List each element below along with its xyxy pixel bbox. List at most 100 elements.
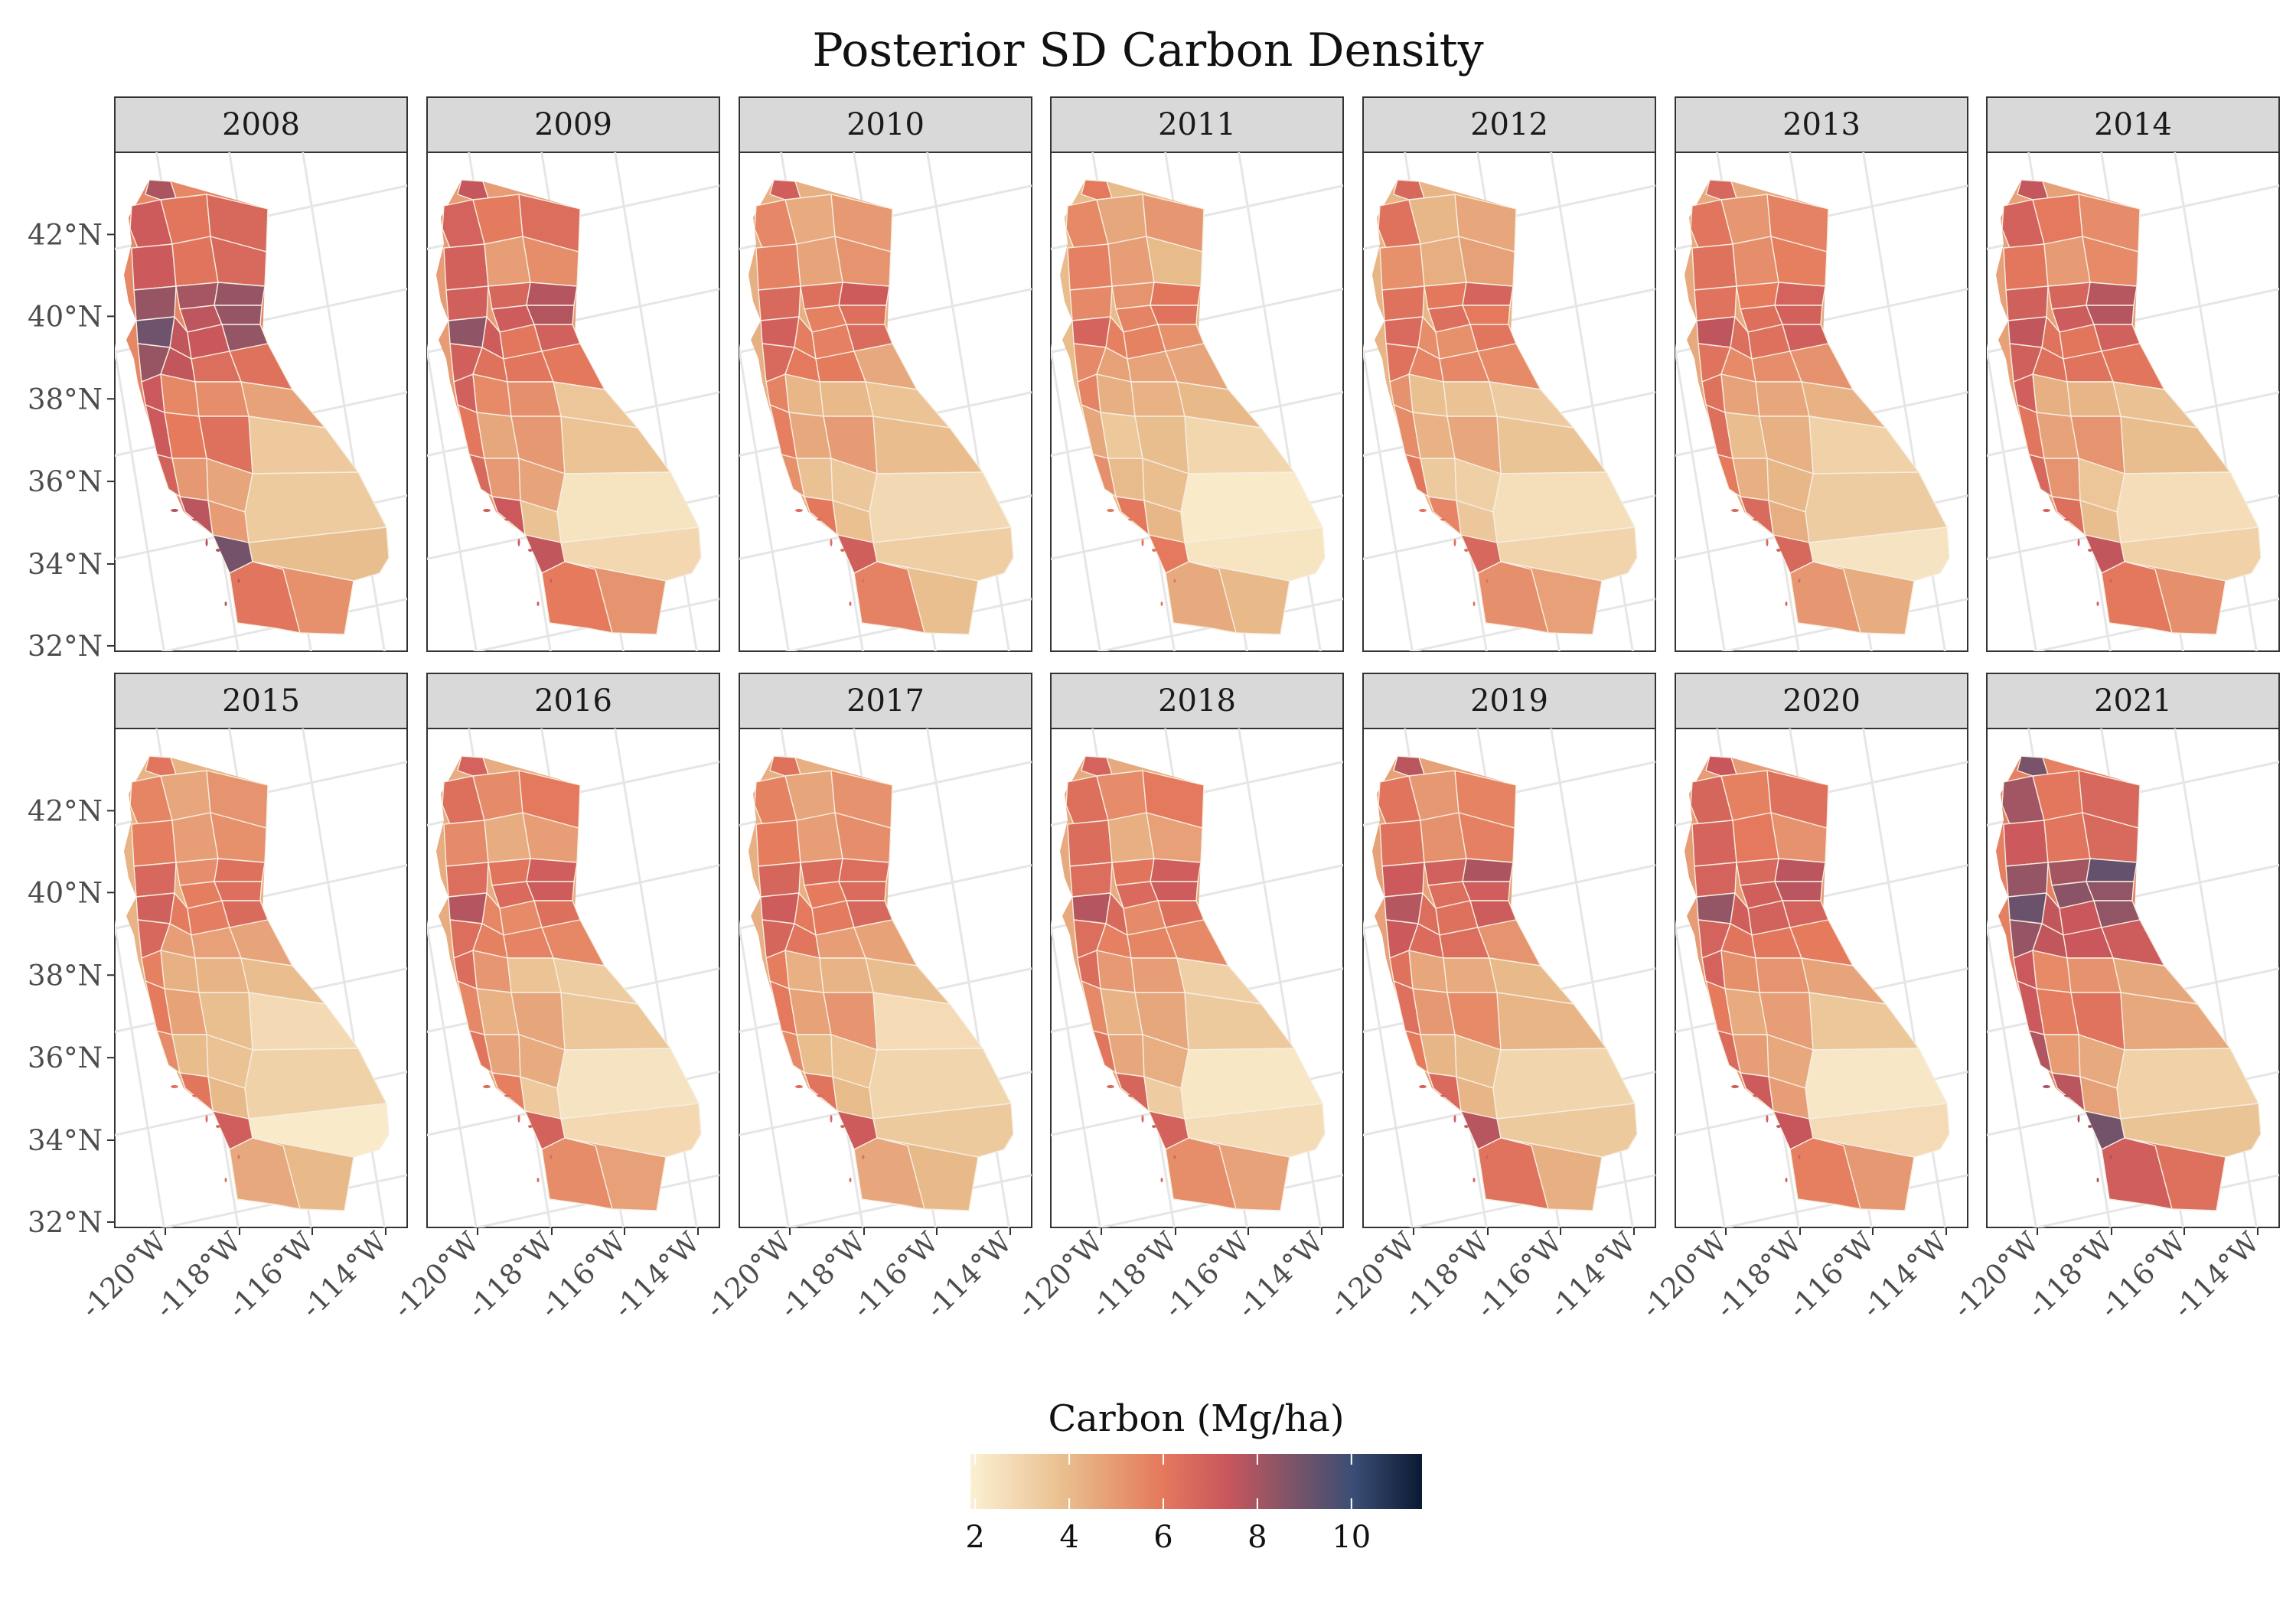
- channel-island: [1753, 1094, 1759, 1097]
- lat-tick-label: 36°N: [28, 465, 103, 498]
- county-region: [1694, 862, 1737, 898]
- panel-year-label: 2016: [534, 683, 612, 719]
- county-region: [1755, 381, 1810, 417]
- county-region: [2086, 282, 2138, 306]
- panel-year-label: 2011: [1158, 107, 1236, 142]
- panel-year-label: 2020: [1782, 683, 1861, 719]
- channel-island: [171, 509, 178, 512]
- panel-strip: [739, 96, 1032, 153]
- channel-island: [1798, 579, 1801, 583]
- county-region: [526, 858, 578, 882]
- channel-island: [1753, 518, 1759, 521]
- county-region: [1755, 957, 1810, 993]
- county-region: [214, 858, 266, 882]
- map-panel: 2015: [114, 673, 408, 1228]
- map-panel: 2019: [1362, 673, 1656, 1228]
- california-map: [1060, 179, 1326, 635]
- county-region: [194, 381, 249, 417]
- county-region: [1462, 305, 1511, 325]
- channel-island: [550, 1155, 553, 1159]
- channel-island: [517, 1115, 520, 1123]
- county-region: [1443, 957, 1498, 993]
- county-region: [1696, 316, 1736, 348]
- county-region: [755, 820, 801, 867]
- channel-island: [849, 601, 852, 606]
- county-region: [1150, 282, 1202, 306]
- panel-strip: [1986, 96, 2280, 153]
- channel-island: [849, 1178, 852, 1182]
- california-map: [124, 755, 390, 1211]
- county-region: [252, 561, 354, 635]
- colorbar-tick-label: 10: [1332, 1520, 1371, 1555]
- county-region: [1774, 881, 1823, 901]
- lat-tick-label: 32°N: [28, 1206, 103, 1239]
- lat-tick-label: 40°N: [28, 876, 103, 909]
- channel-island: [1173, 579, 1176, 583]
- county-region: [760, 892, 800, 924]
- county-region: [1462, 858, 1514, 882]
- channel-island: [1160, 1178, 1163, 1182]
- county-region: [448, 316, 488, 348]
- map-panel: 2017: [739, 673, 1032, 1228]
- county-region: [838, 881, 887, 901]
- lat-tick-label: 38°N: [28, 383, 103, 416]
- channel-island: [1464, 1125, 1469, 1128]
- panel-year-label: 2009: [534, 107, 612, 142]
- county-region: [758, 285, 801, 321]
- county-region: [1150, 858, 1202, 882]
- county-region: [1381, 285, 1425, 321]
- panel-year-label: 2013: [1782, 107, 1861, 142]
- county-region: [1774, 305, 1823, 325]
- county-region: [526, 881, 575, 901]
- channel-island: [528, 1125, 533, 1128]
- county-region: [2003, 820, 2049, 867]
- county-region: [1130, 381, 1186, 417]
- panel-strip: [739, 673, 1032, 729]
- channel-island: [550, 579, 553, 583]
- panel-year-label: 2012: [1470, 107, 1548, 142]
- county-region: [214, 881, 263, 901]
- channel-island: [1141, 539, 1144, 546]
- california-map: [124, 179, 390, 635]
- channel-island: [2109, 1155, 2112, 1159]
- panel-strip: [114, 673, 408, 729]
- california-map: [1372, 755, 1638, 1211]
- channel-island: [517, 539, 520, 546]
- county-region: [1150, 881, 1199, 901]
- channel-island: [1731, 509, 1739, 512]
- lat-tick-label: 42°N: [28, 218, 103, 251]
- panel-year-label: 2019: [1470, 683, 1548, 719]
- county-region: [135, 316, 175, 348]
- county-region: [1443, 381, 1498, 417]
- colorbar-legend: Carbon (Mg/ha) 2 4 6 8 10: [965, 1397, 1422, 1555]
- channel-island: [1440, 1094, 1446, 1097]
- map-panel: 2009: [426, 96, 720, 652]
- county-region: [2086, 858, 2138, 882]
- county-region: [133, 285, 177, 321]
- channel-island: [1473, 601, 1476, 606]
- channel-island: [1419, 1085, 1427, 1088]
- panel-strip: [1050, 96, 1344, 153]
- lat-tick-label: 34°N: [28, 1124, 103, 1157]
- channel-island: [224, 1178, 227, 1182]
- channel-island: [2096, 601, 2099, 606]
- channel-island: [795, 509, 803, 512]
- lat-tick-label: 42°N: [28, 794, 103, 827]
- channel-island: [1128, 518, 1134, 521]
- channel-island: [830, 1115, 833, 1123]
- map-panel: 2016: [426, 673, 720, 1228]
- channel-island: [237, 1155, 240, 1159]
- panel-strip: [1986, 673, 2280, 729]
- map-panel: 2012: [1362, 96, 1656, 652]
- channel-island: [237, 579, 240, 583]
- california-map: [1060, 755, 1326, 1211]
- county-region: [2066, 957, 2122, 993]
- lat-tick-label: 34°N: [28, 548, 103, 581]
- channel-island: [1766, 539, 1769, 546]
- county-region: [1462, 881, 1511, 901]
- panel-year-label: 2021: [2094, 683, 2172, 719]
- county-region: [1691, 243, 1737, 291]
- channel-island: [2077, 539, 2080, 546]
- channel-island: [192, 1094, 198, 1097]
- channel-island: [205, 539, 208, 546]
